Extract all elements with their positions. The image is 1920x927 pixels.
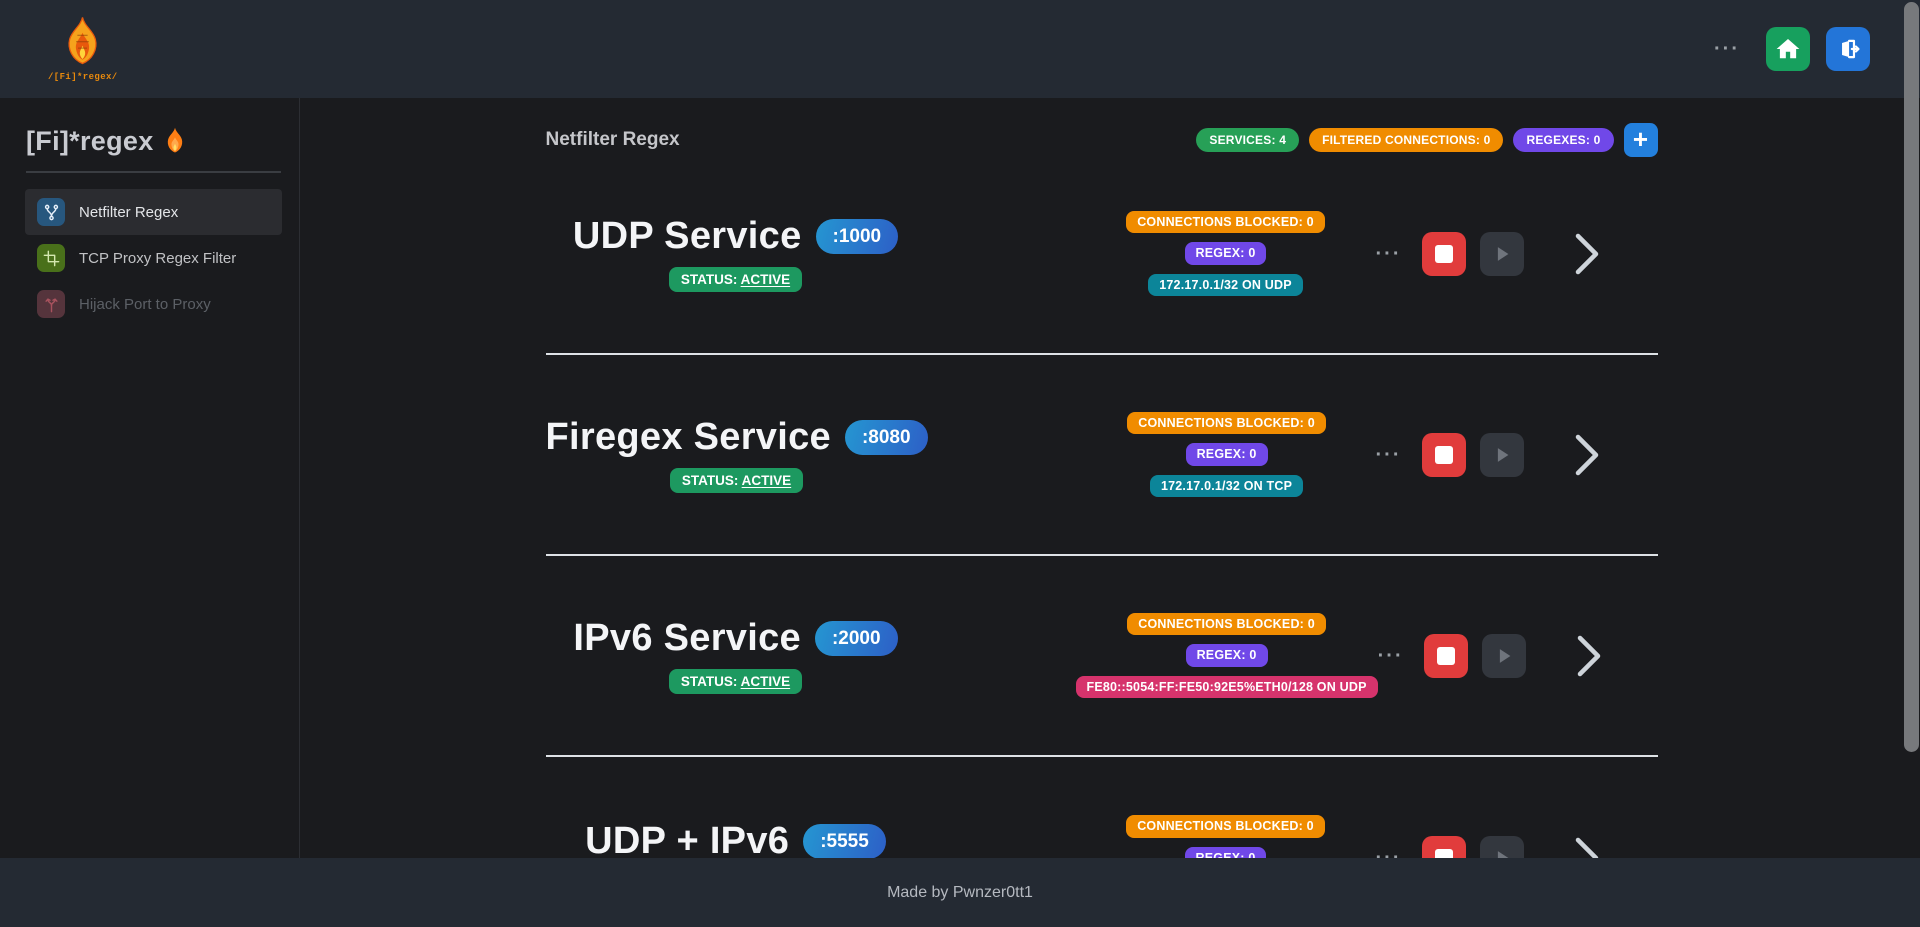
home-button[interactable] [1766, 27, 1810, 71]
footer: Made by Pwnzer0tt1 [0, 858, 1920, 927]
flame-icon [167, 127, 182, 153]
connections-blocked-badge: CONNECTIONS BLOCKED: 0 [1126, 210, 1325, 234]
service-details-button[interactable] [1574, 432, 1600, 478]
filtered-connections-badge: FILTERED CONNECTIONS: 0 [1309, 128, 1504, 152]
service-address-badge: 172.17.0.1/32 ON UDP [1148, 273, 1303, 297]
topbar-menu-button[interactable]: ··· [1714, 38, 1740, 60]
topbar-actions: ··· [1714, 27, 1890, 71]
start-service-button[interactable] [1479, 432, 1524, 477]
service-port-badge: :1000 [815, 218, 899, 254]
regexes-count-badge: REGEXES: 0 [1513, 128, 1614, 152]
service-row-udp-service: UDP Service :1000 STATUS: ACTIVE CONNECT… [545, 154, 1658, 355]
summary-badges: SERVICES: 4 FILTERED CONNECTIONS: 0 REGE… [1196, 123, 1658, 157]
connections-blocked-badge: CONNECTIONS BLOCKED: 0 [1127, 411, 1326, 435]
service-details-button[interactable] [1574, 231, 1600, 277]
play-icon [1497, 246, 1508, 261]
service-port-badge: :5555 [803, 823, 886, 859]
play-icon [1497, 447, 1508, 462]
stop-icon [1436, 646, 1455, 665]
connections-blocked-badge: CONNECTIONS BLOCKED: 0 [1127, 612, 1326, 636]
page-title: Netfilter Regex [545, 129, 680, 150]
start-service-button[interactable] [1481, 633, 1526, 678]
sidebar-item-netfilter-regex[interactable]: Netfilter Regex [25, 189, 282, 235]
scrollbar-thumb[interactable] [1904, 2, 1919, 752]
service-address-badge: FE80::5054:FF:FE50:92E5%ETH0/128 ON UDP [1075, 675, 1378, 699]
sidebar-item-tcp-proxy[interactable]: TCP Proxy Regex Filter [25, 235, 282, 281]
service-status-badge[interactable]: STATUS: ACTIVE [669, 467, 804, 494]
service-status-badge[interactable]: STATUS: ACTIVE [668, 266, 803, 293]
service-name: UDP Service [572, 214, 802, 257]
service-name: UDP + IPv6 [585, 819, 790, 862]
logo-caption: /[Fi]*regex/ [48, 72, 118, 82]
topbar: /[Fi]*regex/ ··· [0, 0, 1920, 98]
chevron-right-icon [1575, 434, 1598, 475]
regex-count-badge: REGEX: 0 [1185, 443, 1268, 466]
crop-icon [37, 244, 65, 272]
add-service-button[interactable]: + [1623, 123, 1658, 157]
logout-icon [1842, 39, 1860, 59]
content-header: Netfilter Regex SERVICES: 4 FILTERED CON… [545, 123, 1658, 157]
service-row-ipv6-service: IPv6 Service :2000 STATUS: ACTIVE CONNEC… [545, 556, 1658, 757]
stop-service-button[interactable] [1423, 633, 1468, 678]
service-row-firegex-service: Firegex Service :8080 STATUS: ACTIVE CON… [545, 355, 1658, 556]
service-address-badge: 172.17.0.1/32 ON TCP [1149, 474, 1304, 498]
regex-count-badge: REGEX: 0 [1184, 242, 1267, 265]
app-logo[interactable]: /[Fi]*regex/ [48, 16, 118, 82]
service-port-badge: :8080 [844, 419, 928, 455]
service-menu-button[interactable]: ··· [1375, 443, 1402, 466]
sidebar-nav: Netfilter Regex TCP Proxy Regex Filter [0, 189, 299, 327]
main-content: Netfilter Regex SERVICES: 4 FILTERED CON… [300, 98, 1903, 927]
stop-icon [1434, 445, 1453, 464]
flame-logo-icon [68, 17, 97, 65]
service-details-button[interactable] [1576, 633, 1602, 679]
service-name: Firegex Service [545, 415, 831, 458]
sidebar-item-label: Netfilter Regex [79, 203, 179, 221]
service-port-badge: :2000 [814, 620, 898, 656]
branch-icon [37, 198, 65, 226]
service-status-badge[interactable]: STATUS: ACTIVE [668, 668, 803, 695]
start-service-button[interactable] [1479, 231, 1524, 276]
regex-count-badge: REGEX: 0 [1185, 644, 1268, 667]
service-menu-button[interactable]: ··· [1377, 644, 1404, 667]
stop-icon [1434, 244, 1453, 263]
connections-blocked-badge: CONNECTIONS BLOCKED: 0 [1126, 815, 1325, 838]
home-icon [1776, 39, 1800, 59]
sidebar-item-label: TCP Proxy Regex Filter [79, 249, 237, 267]
footer-credit: Made by Pwnzer0tt1 [887, 883, 1033, 901]
sidebar: [Fi]*regex Netfilter Regex [0, 98, 300, 927]
service-menu-button[interactable]: ··· [1375, 242, 1402, 265]
chevron-right-icon [1575, 233, 1598, 274]
fork-arrows-icon [37, 290, 65, 318]
sidebar-divider [26, 171, 281, 173]
stop-service-button[interactable] [1421, 432, 1466, 477]
play-icon [1499, 648, 1511, 663]
page-scrollbar [1903, 0, 1920, 927]
logout-button[interactable] [1826, 27, 1870, 71]
sidebar-item-label: Hijack Port to Proxy [79, 295, 211, 313]
service-name: IPv6 Service [573, 616, 801, 659]
sidebar-title: [Fi]*regex [0, 98, 299, 171]
services-count-badge: SERVICES: 4 [1196, 128, 1300, 152]
chevron-right-icon [1577, 635, 1600, 676]
stop-service-button[interactable] [1421, 231, 1466, 276]
sidebar-item-hijack-port[interactable]: Hijack Port to Proxy [25, 281, 282, 327]
sidebar-title-text: [Fi]*regex [26, 126, 154, 156]
